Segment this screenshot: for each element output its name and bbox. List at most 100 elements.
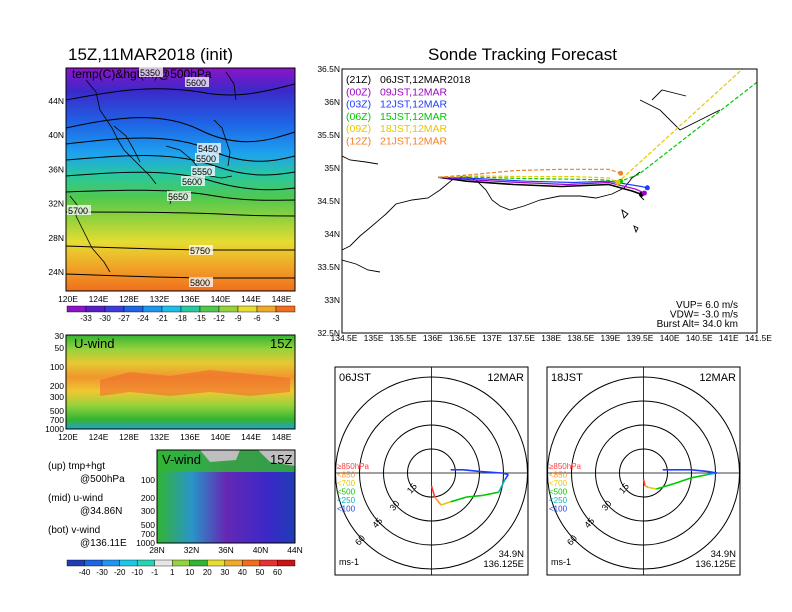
u-x-tick: 120E [58,432,78,442]
hodo-segment [644,485,649,489]
hodo-segment [648,486,657,490]
map-x-tick: 140E [660,333,680,343]
legend-line: (mid) u-wind [48,493,103,504]
sonde-param: VDW= -3.0 m/s [670,310,738,321]
contour-label: 5750 [190,246,210,256]
colorbar-tick: 40 [238,568,247,577]
colorbar-swatch [275,305,296,313]
u-x-tick: 124E [89,432,109,442]
legend-line: @34.86N [80,506,122,517]
hodo-lon: 136.125E [695,559,736,570]
u-y-tick: 500 [50,406,64,416]
colorbar-tick: 60 [273,568,282,577]
sonde-track [438,168,621,178]
contour-line [65,155,296,176]
contour-label: 5350 [140,68,160,78]
x-tick-label: 120E [58,294,78,304]
map-x-ticks: 134.5E 135E 135.5E 136E 136.5E 137E 137.5E 138E… [331,333,773,343]
colorbar-swatch [66,305,87,313]
v-x-tick: 36N [218,545,234,555]
u-y-tick: 700 [50,415,64,425]
map-y-tick: 35N [324,163,340,173]
map-y-tick: 36.5N [317,64,340,74]
hodo-segment [691,473,708,479]
sonde-tracks [438,69,757,197]
colorbar-tick: 10 [185,568,194,577]
ring-label: 30 [388,499,402,513]
colorbar-swatch [66,559,85,567]
v-x-ticks: 28N 32N 36N 40N 44N [149,545,303,555]
x-tick-label: 148E [272,294,292,304]
ring-label: 15 [405,481,419,495]
v-x-tick: 28N [149,545,165,555]
hodo-segment [707,470,718,474]
map-y-tick: 34.5N [317,196,340,206]
map-x-tick: 136.5E [449,333,476,343]
colorbar-tick: -6 [253,314,261,323]
u-wind-time: 15Z [270,336,292,351]
legend-line: (up) tmp+hgt [48,461,105,472]
temp-field [66,68,295,291]
colorbar-swatch [84,559,103,567]
u-x-tick: 140E [211,432,231,442]
hodo-lat: 34.9N [499,549,524,560]
hodo-level: ≥850hPa [549,462,582,471]
x-tick-label: 136E [180,294,200,304]
hodo-level: <850 [549,471,568,480]
y-tick-label: 32N [48,199,64,209]
hodo-level: <100 [337,505,356,514]
colorbar-swatch [123,305,144,313]
u-x-tick: 144E [241,432,261,442]
japan-coastline [342,89,721,273]
colorbar-tick: -27 [118,314,130,323]
colorbar-tick: -24 [137,314,149,323]
launch-run: (00Z) [346,86,371,98]
coastlines [69,71,237,273]
hodo-segment [463,469,480,473]
contour-line [65,83,296,101]
y-tick-label: 44N [48,96,64,106]
sonde-track [438,176,642,196]
y-tick-label: 28N [48,233,64,243]
launch-legend: (21Z) 06JST,12MAR2018 (00Z) 09JST,12MAR (03Z… [346,74,471,148]
legend-line: @136.11E [80,538,127,549]
hodo-level: <850 [337,471,356,480]
hodo-segment [466,494,483,498]
hodo-segment [642,479,646,486]
x-tick-label: 144E [241,294,261,304]
ring-label: 60 [565,533,579,547]
left-legend: (up) tmp+hgt @500hPa (mid) u-wind @34.86N (b… [48,461,127,549]
colorbar-swatch [119,559,138,567]
u-x-tick: 128E [119,432,139,442]
map-x-tick: 136E [423,333,443,343]
contour-label: 5550 [192,167,212,177]
map-x-tick: 138.5E [567,333,594,343]
colorbar-tick: -33 [80,314,92,323]
colorbar-swatch [180,305,201,313]
colorbar-tick: 1 [170,568,175,577]
launch-run: (03Z) [346,99,371,111]
u-x-tick: 132E [150,432,170,442]
hodo-level: <500 [337,488,356,497]
map-x-tick: 134.5E [331,333,358,343]
v-y-tick: 500 [141,520,155,530]
temp-x-ticks: 120E 124E 128E 132E 136E 140E 144E 148E [58,294,292,304]
colorbar-tick: -9 [234,314,242,323]
map-x-tick: 137.5E [508,333,535,343]
hodo-level: <250 [337,496,356,505]
colorbar-swatch [154,559,173,567]
colorbar-swatch [136,559,155,567]
map-x-tick: 135E [364,333,384,343]
launch-run: (12Z) [346,136,371,148]
v-x-tick: 44N [287,545,303,555]
hodo-segment [479,470,502,474]
u-y-tick: 100 [50,362,64,372]
colorbar-tick: -10 [131,568,143,577]
launch-time: 18JST,12MAR [380,123,448,135]
v-y-tick: 700 [141,529,155,539]
map-y-tick: 33.5N [317,262,340,272]
hodo-segment [440,501,451,506]
